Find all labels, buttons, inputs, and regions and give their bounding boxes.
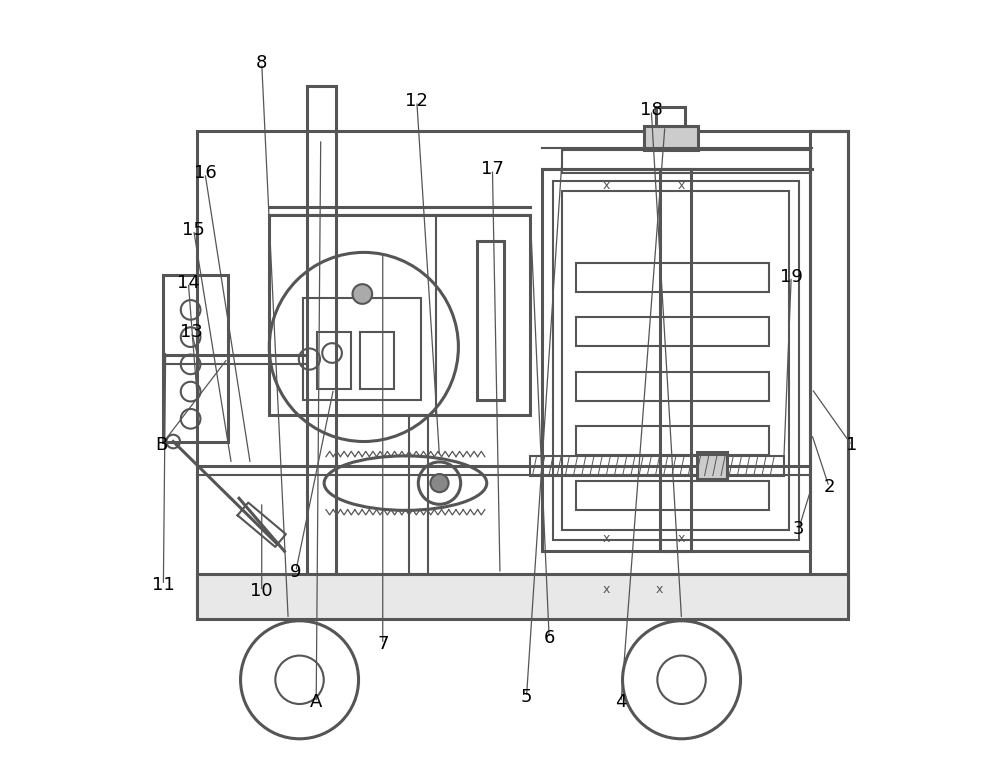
Bar <box>477 241 504 400</box>
Text: 16: 16 <box>194 164 216 182</box>
Bar <box>810 131 848 616</box>
Text: x: x <box>602 179 610 192</box>
Bar <box>656 107 685 126</box>
Bar <box>409 415 428 574</box>
Text: 6: 6 <box>543 629 555 647</box>
Text: 19: 19 <box>780 267 803 286</box>
Bar <box>562 150 811 173</box>
Text: x: x <box>602 582 610 596</box>
Text: 12: 12 <box>405 92 428 110</box>
Bar <box>542 169 810 551</box>
Text: x: x <box>655 582 663 596</box>
Bar <box>576 372 769 401</box>
Bar <box>553 181 799 539</box>
Bar <box>197 131 848 616</box>
Text: 10: 10 <box>250 582 273 600</box>
Text: B: B <box>155 437 167 454</box>
Bar <box>530 456 784 475</box>
Bar <box>317 331 351 389</box>
Bar <box>644 126 698 150</box>
Bar <box>307 86 336 616</box>
Text: x: x <box>678 179 685 192</box>
Bar <box>197 574 848 620</box>
Text: 9: 9 <box>290 562 302 581</box>
Bar <box>576 481 769 510</box>
Text: x: x <box>602 532 610 545</box>
Bar <box>269 215 530 415</box>
Text: A: A <box>310 693 322 712</box>
Text: 17: 17 <box>481 160 504 178</box>
Bar <box>360 331 394 389</box>
Bar <box>697 452 727 479</box>
Bar <box>303 298 421 400</box>
Bar <box>576 427 769 455</box>
Bar <box>576 318 769 346</box>
Text: 2: 2 <box>823 478 835 496</box>
Circle shape <box>430 474 449 492</box>
Bar <box>660 169 691 551</box>
Bar <box>576 263 769 292</box>
Bar <box>562 191 789 530</box>
Text: 4: 4 <box>615 693 627 712</box>
Text: 7: 7 <box>377 636 389 653</box>
Text: 8: 8 <box>256 54 267 72</box>
Circle shape <box>352 284 372 304</box>
Text: 15: 15 <box>182 221 205 239</box>
Text: 11: 11 <box>152 576 175 594</box>
Text: 13: 13 <box>180 323 203 341</box>
Text: 18: 18 <box>640 101 663 119</box>
Text: 5: 5 <box>521 688 532 706</box>
Text: 1: 1 <box>846 437 857 454</box>
Text: 3: 3 <box>793 520 805 537</box>
Bar <box>163 275 228 441</box>
Text: 14: 14 <box>177 274 200 292</box>
Text: x: x <box>678 532 685 545</box>
